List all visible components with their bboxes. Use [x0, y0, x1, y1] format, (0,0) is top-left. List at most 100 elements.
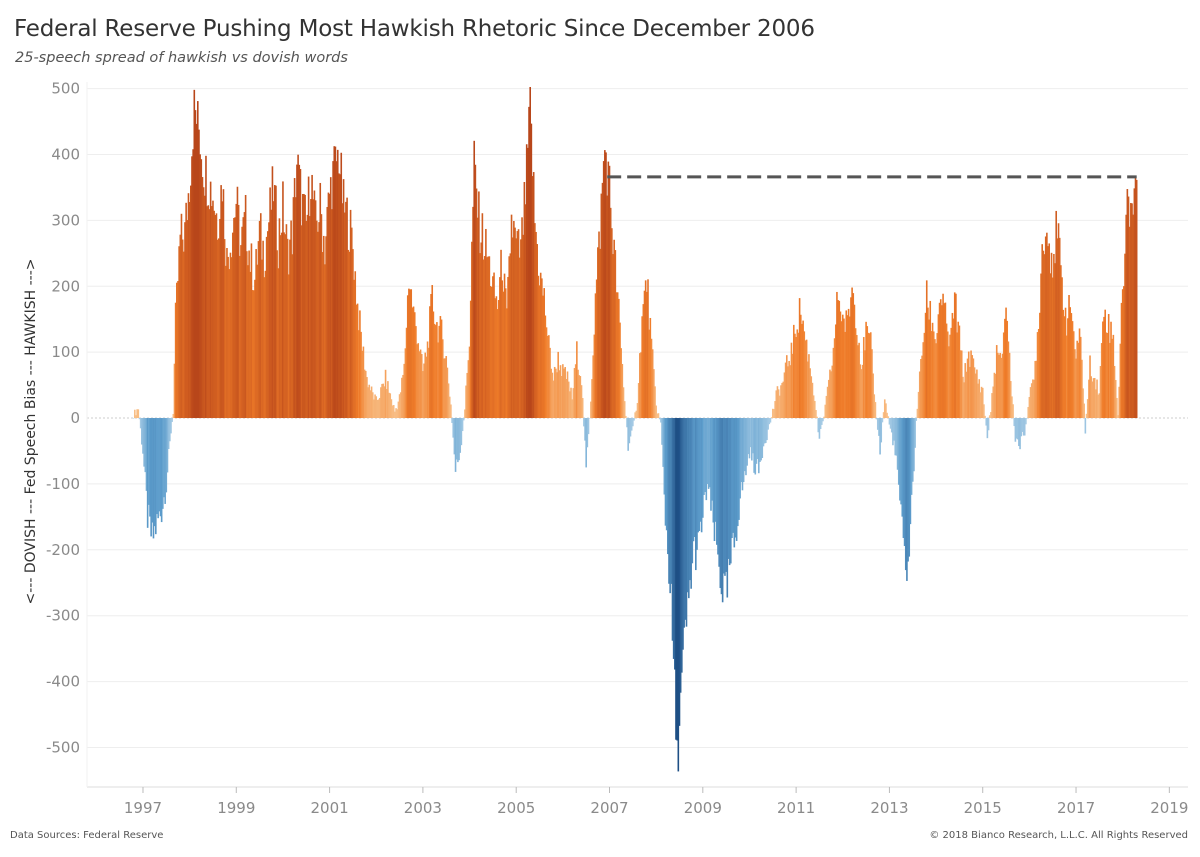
bar: [1000, 357, 1003, 419]
bar: [371, 392, 374, 419]
bar: [886, 412, 888, 419]
bar: [1021, 418, 1024, 432]
bar: [503, 273, 506, 419]
bar: [782, 381, 785, 419]
bar: [941, 305, 943, 419]
bar: [890, 418, 893, 433]
bar: [740, 418, 743, 483]
bar: [853, 304, 856, 419]
bar: [453, 418, 456, 455]
bar: [705, 418, 708, 501]
bar: [513, 220, 515, 419]
bar: [1084, 418, 1087, 434]
bar: [566, 371, 569, 419]
bar: [869, 332, 872, 419]
bar: [1063, 316, 1066, 419]
bar: [749, 418, 752, 448]
bar: [576, 341, 578, 419]
bar: [524, 204, 527, 419]
bar: [993, 372, 996, 419]
bar: [943, 303, 946, 419]
bar: [342, 179, 345, 419]
bar: [937, 314, 940, 419]
bar: [406, 295, 409, 419]
bar: [879, 418, 881, 455]
bar: [1103, 316, 1105, 419]
bar: [233, 217, 235, 419]
bar: [609, 207, 612, 419]
bar: [562, 364, 564, 419]
bar: [771, 408, 774, 419]
bar: [238, 255, 241, 419]
bar: [1074, 349, 1076, 419]
bar: [944, 302, 947, 419]
bar: [367, 387, 369, 419]
bar: [506, 308, 508, 419]
bar: [672, 418, 675, 659]
bar: [410, 289, 413, 419]
bar: [364, 370, 367, 419]
bar: [255, 249, 257, 419]
copyright-note: © 2018 Bianco Research, L.L.C. All Right…: [929, 830, 1188, 841]
bar: [734, 418, 737, 538]
bar: [1109, 342, 1111, 419]
bar: [650, 338, 653, 419]
bar: [158, 418, 161, 512]
bar: [454, 418, 457, 472]
bar: [1023, 418, 1026, 436]
bar: [1044, 236, 1047, 419]
bar: [686, 418, 689, 593]
bar: [778, 395, 781, 419]
bar: [541, 278, 543, 419]
bar: [1091, 381, 1094, 419]
bar: [990, 412, 992, 419]
bar: [840, 321, 843, 419]
bar: [934, 339, 936, 419]
bar: [930, 331, 933, 419]
bar: [648, 329, 650, 419]
bar: [998, 354, 1000, 419]
bar: [914, 418, 916, 448]
bar: [543, 288, 545, 419]
bar: [837, 300, 839, 419]
bar: [739, 418, 741, 499]
bar: [605, 152, 607, 419]
bar: [832, 347, 835, 419]
bar: [216, 239, 219, 419]
bar: [443, 358, 445, 419]
bar: [314, 200, 317, 419]
bar: [425, 356, 428, 419]
bar: [892, 418, 894, 446]
bar: [658, 418, 661, 420]
bar: [839, 311, 842, 419]
bar: [812, 395, 815, 419]
bar: [1088, 379, 1090, 419]
bar: [567, 381, 570, 419]
bar: [591, 379, 593, 419]
bar: [599, 248, 601, 419]
bar: [1133, 188, 1136, 419]
bar: [689, 418, 691, 581]
bar: [781, 382, 783, 419]
bar: [336, 149, 339, 419]
bar: [602, 161, 605, 419]
bar: [693, 418, 696, 537]
bar: [514, 227, 516, 419]
bar: [160, 418, 163, 523]
bar: [466, 372, 469, 419]
bar: [865, 321, 867, 419]
bar: [1078, 328, 1081, 419]
bar: [1028, 396, 1031, 419]
bar: [331, 209, 333, 419]
bar: [1125, 214, 1127, 419]
bar: [416, 344, 418, 419]
bar: [172, 413, 175, 419]
bar: [138, 418, 141, 420]
bar: [479, 253, 481, 419]
bar: [1126, 189, 1129, 419]
bar: [355, 304, 358, 419]
bar: [804, 340, 807, 419]
bar: [447, 383, 450, 419]
bar: [142, 418, 144, 454]
bar: [611, 228, 613, 419]
